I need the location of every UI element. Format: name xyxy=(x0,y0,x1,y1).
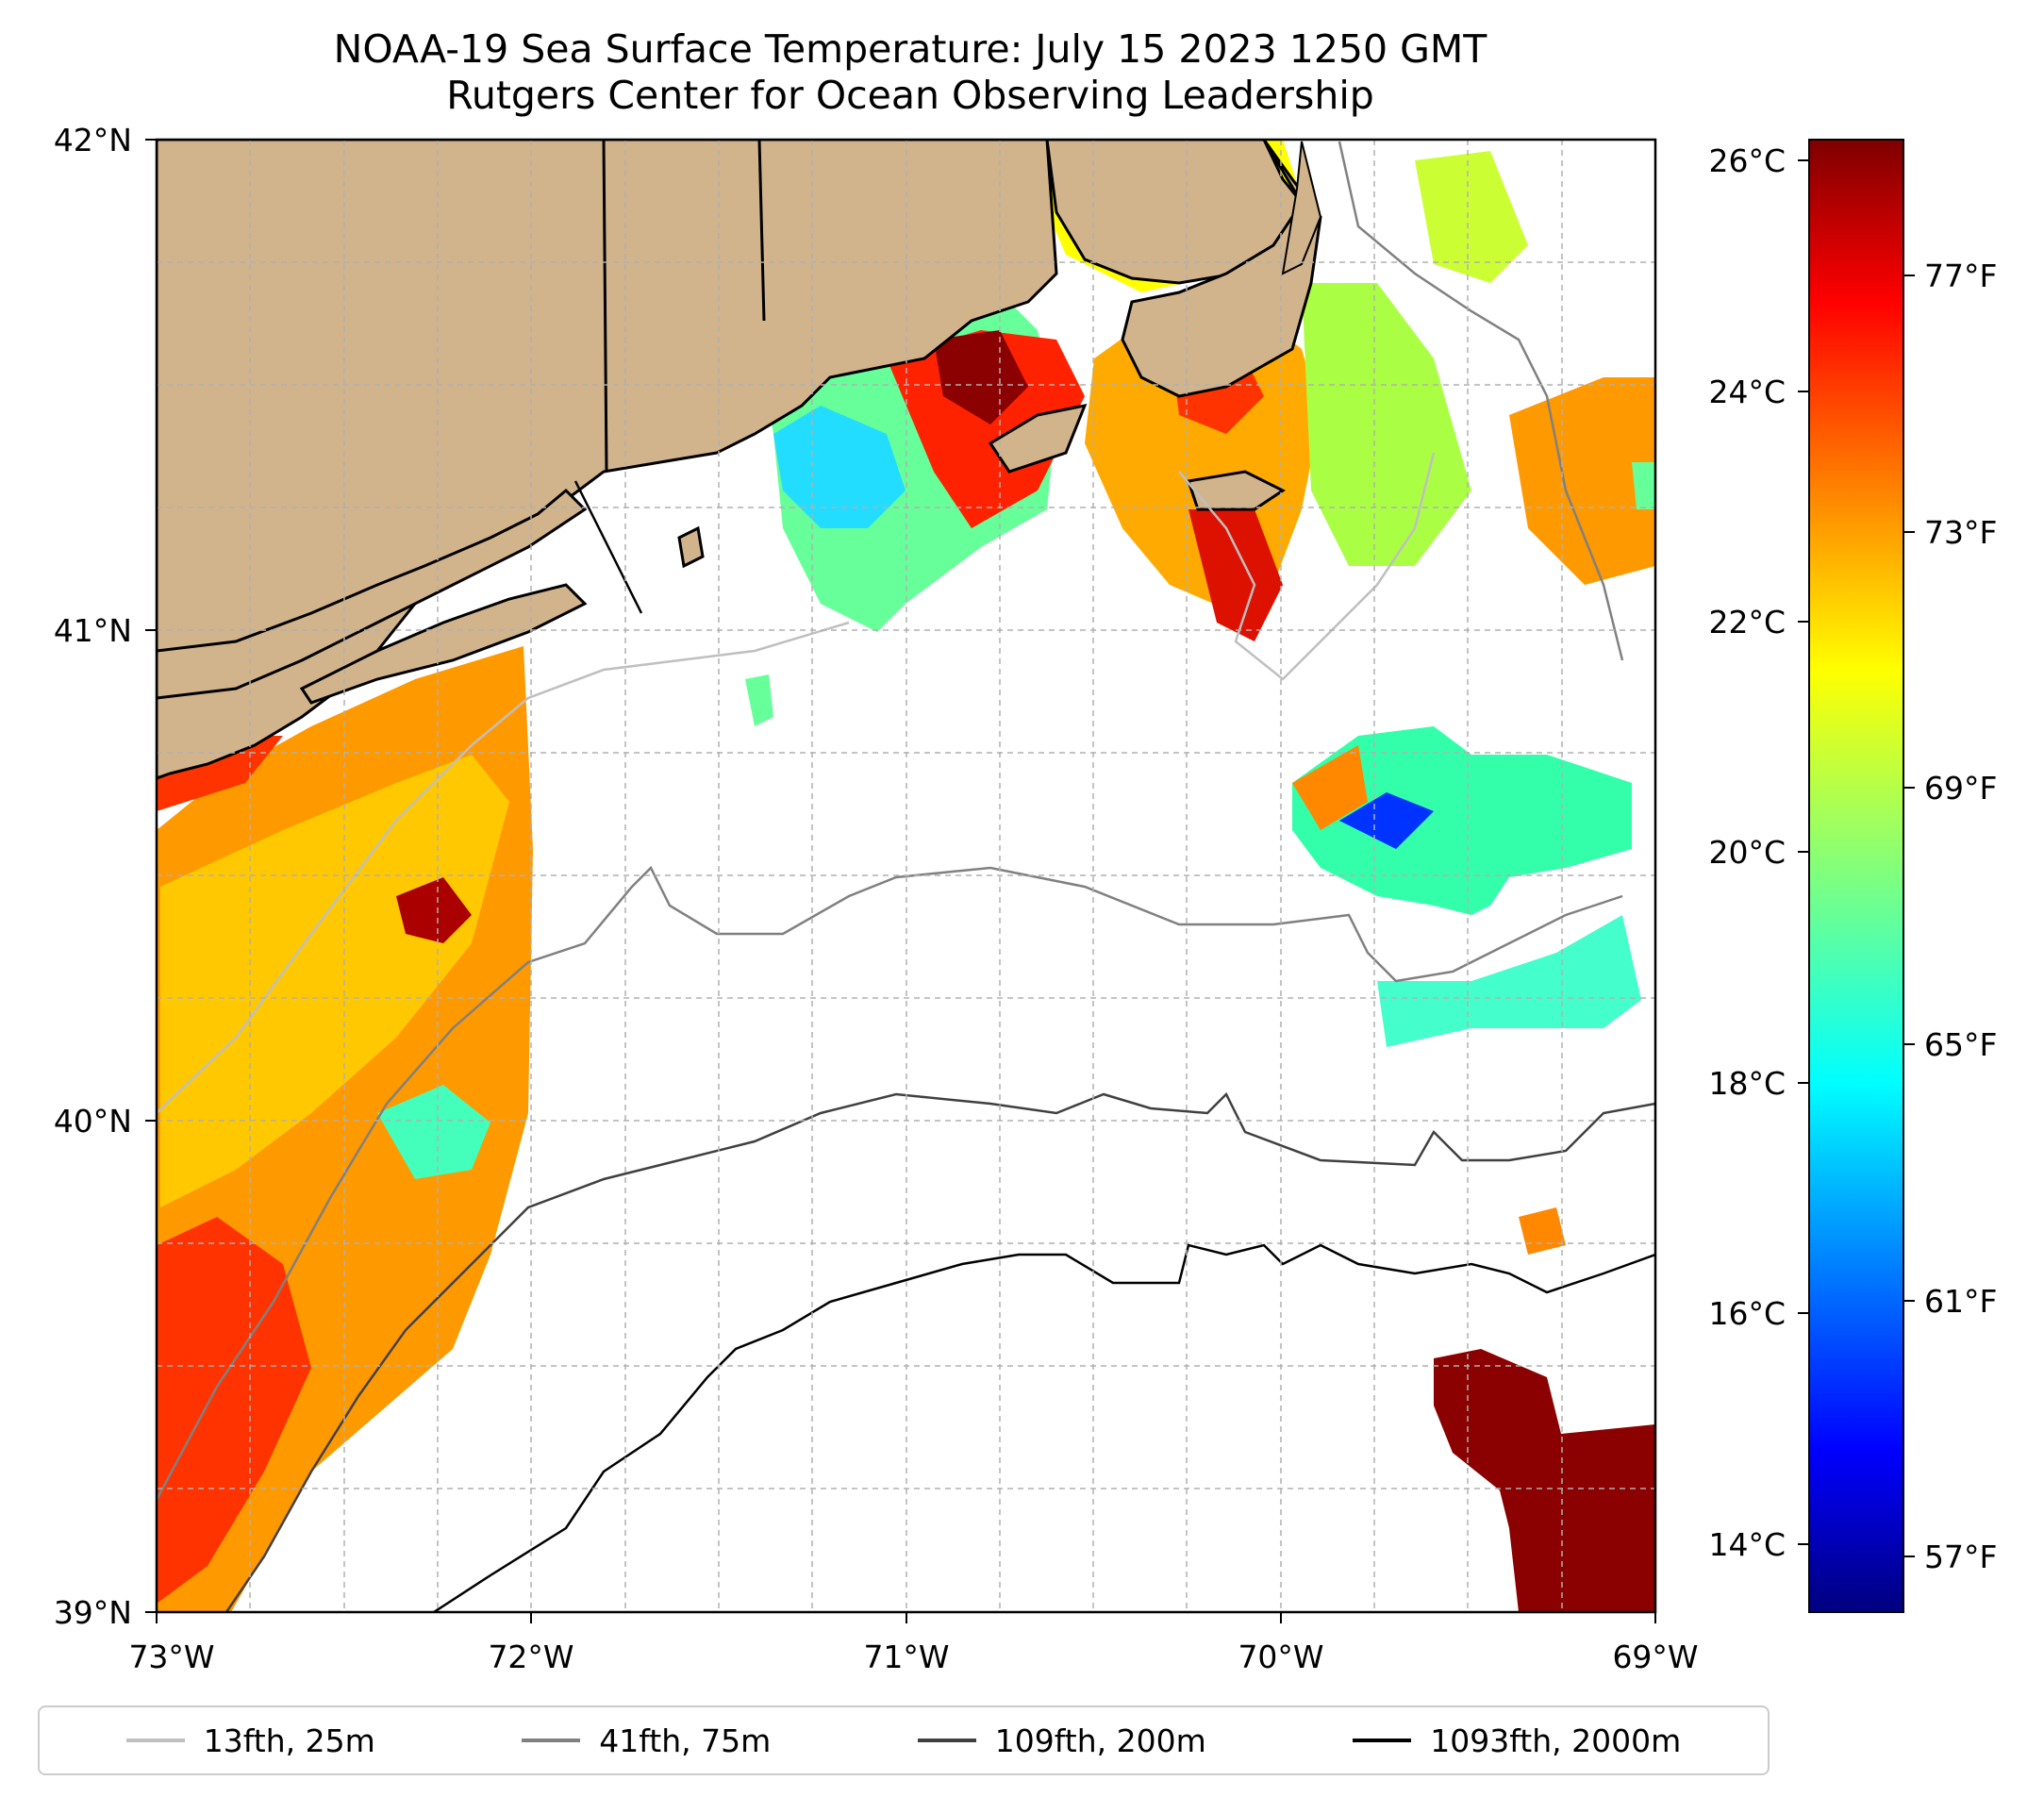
isobath-25m-nj xyxy=(157,621,850,1114)
isobath-75m xyxy=(157,865,1623,1501)
isobath-legend: 13fth, 25m 41fth, 75m 109fth, 200m 1093f… xyxy=(38,1705,1770,1775)
land-layer xyxy=(157,140,1322,780)
sst-patch-cool-nj xyxy=(377,1085,490,1179)
sst-patch-shelf-break xyxy=(1377,915,1641,1047)
x-tick-label: 73°W xyxy=(128,1639,214,1675)
land-cape-cod xyxy=(1121,140,1322,398)
sst-patch-small-green xyxy=(745,674,773,726)
land-block-island xyxy=(677,525,705,569)
land-nantucket xyxy=(1187,470,1286,511)
sst-patch-nj-red xyxy=(157,1217,311,1604)
y-tick-label: 42°N xyxy=(54,122,132,158)
gridlines xyxy=(157,140,1655,1612)
colorbar-fahrenheit-label: 69°F xyxy=(1924,770,1997,807)
colorbar-celsius-label: 22°C xyxy=(1708,604,1786,641)
colorbar-celsius-label: 26°C xyxy=(1708,142,1786,179)
map-tick-marks xyxy=(145,139,1656,1623)
sst-patch-slope-warm xyxy=(1434,1349,1655,1612)
colorbar-fahrenheit-ticks xyxy=(1903,275,1915,1557)
sst-patch-nantucket-south xyxy=(1188,509,1283,641)
colorbar-celsius-label: 18°C xyxy=(1708,1065,1786,1102)
legend-label: 109fth, 200m xyxy=(994,1722,1206,1759)
x-tick-label: 70°W xyxy=(1238,1639,1323,1675)
colorbar-fahrenheit-label: 77°F xyxy=(1924,258,1997,294)
colorbar-celsius-label: 14°C xyxy=(1708,1526,1786,1563)
sst-patch-buzzards xyxy=(887,330,1085,528)
colorbar-celsius-label: 20°C xyxy=(1708,834,1786,871)
isobath-layer xyxy=(157,141,1655,1612)
y-tick-label: 39°N xyxy=(54,1594,132,1631)
colorbar-fahrenheit-label: 73°F xyxy=(1924,514,1997,551)
land-long-island-fork xyxy=(299,583,588,705)
sst-patch-buzzards-dark xyxy=(934,330,1028,424)
isobath-200m xyxy=(224,1091,1655,1612)
legend-item-75m: 41fth, 75m xyxy=(522,1722,771,1759)
sst-patch-ma-east xyxy=(1415,151,1528,283)
state-border-water xyxy=(573,480,643,614)
sst-patch-ri-blue xyxy=(773,406,906,528)
sst-patch-east-orange xyxy=(1509,377,1655,585)
sst-patch-midshelf-orange xyxy=(1292,745,1368,830)
legend-item-200m: 109fth, 200m xyxy=(917,1722,1206,1759)
map-title: NOAA-19 Sea Surface Temperature: July 15… xyxy=(0,26,1820,119)
sst-patch-midshelf xyxy=(1292,726,1632,915)
state-border-ct-ri xyxy=(757,140,766,322)
colorbar-celsius-label: 16°C xyxy=(1708,1295,1786,1332)
legend-line-swatch xyxy=(522,1739,581,1742)
colorbar: 26°C 24°C 22°C 20°C 18°C 16°C 14°C 77°F … xyxy=(1708,139,1997,1613)
x-tick-label: 72°W xyxy=(488,1639,573,1675)
isobath-75m-east xyxy=(1338,141,1624,661)
x-tick-label: 71°W xyxy=(863,1639,949,1675)
sst-patch-nj-yellow xyxy=(160,755,509,1207)
colorbar-celsius-ticks xyxy=(1798,159,1809,1545)
sst-patch-warm-core xyxy=(396,877,472,943)
legend-label: 41fth, 75m xyxy=(599,1722,772,1759)
colorbar-fahrenheit-label: 61°F xyxy=(1924,1283,1997,1320)
isobath-25m-nantucket xyxy=(1178,452,1436,681)
legend-item-25m: 13fth, 25m xyxy=(125,1722,375,1759)
y-tick-label: 41°N xyxy=(54,612,132,649)
legend-label: 1093fth, 2000m xyxy=(1430,1722,1682,1759)
state-border-ny-ct xyxy=(602,140,608,473)
land-marthas-vineyard xyxy=(988,403,1088,474)
colorbar-celsius-label: 24°C xyxy=(1708,374,1786,410)
legend-line-swatch xyxy=(125,1739,185,1742)
sst-patch-midshelf-blue xyxy=(1339,792,1434,849)
land-cape-cod-arm xyxy=(1281,141,1322,275)
colorbar-fahrenheit-label: 65°F xyxy=(1924,1026,1997,1063)
legend-line-swatch xyxy=(1353,1739,1412,1742)
colorbar-fahrenheit-label: 57°F xyxy=(1924,1539,1997,1575)
map-area xyxy=(157,140,1655,1612)
colorbar-gradient xyxy=(1808,139,1904,1613)
x-tick-label: 69°W xyxy=(1612,1639,1698,1675)
title-line-1: NOAA-19 Sea Surface Temperature: July 15… xyxy=(333,26,1487,72)
legend-item-2000m: 1093fth, 2000m xyxy=(1353,1722,1681,1759)
sst-patch-cape-cod xyxy=(1302,283,1471,566)
title-line-2: Rutgers Center for Ocean Observing Leade… xyxy=(446,73,1374,118)
isobath-2000m xyxy=(433,1243,1655,1612)
sst-patch-east-green xyxy=(1632,462,1655,509)
legend-line-swatch xyxy=(917,1739,976,1742)
legend-label: 13fth, 25m xyxy=(203,1722,375,1759)
y-tick-label: 40°N xyxy=(54,1103,132,1140)
